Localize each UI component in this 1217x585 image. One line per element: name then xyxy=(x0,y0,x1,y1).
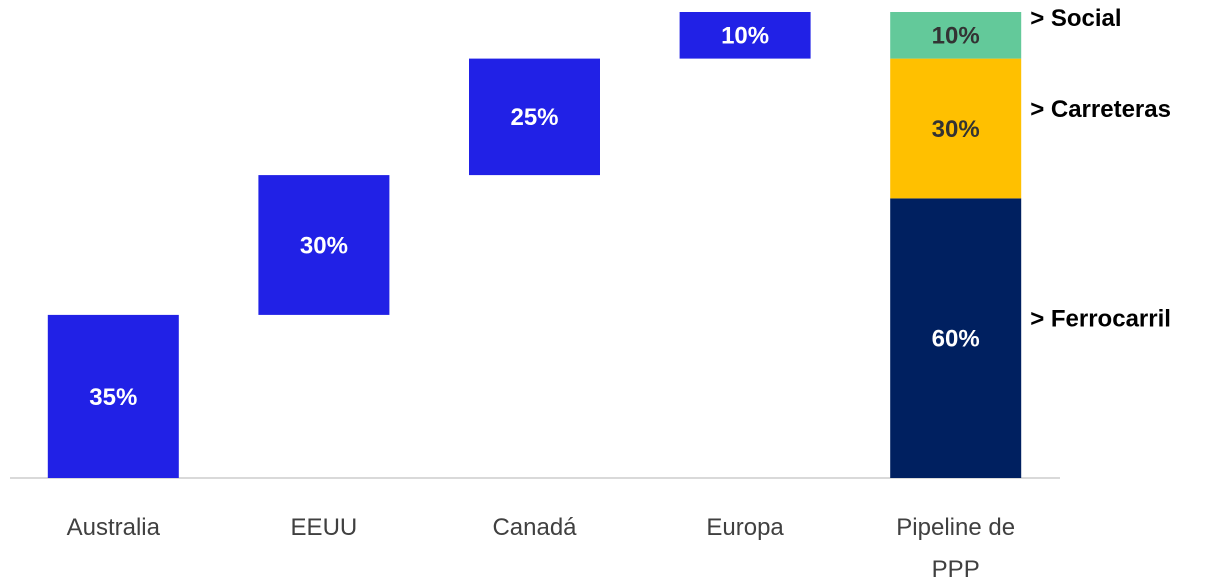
data-label: 25% xyxy=(510,104,558,131)
legend-label: > Social xyxy=(1030,5,1121,32)
data-label: 10% xyxy=(721,23,769,50)
data-label: 30% xyxy=(932,116,980,143)
stack-segment xyxy=(890,58,1022,199)
legend-label: > Ferrocarril xyxy=(1030,306,1171,333)
x-tick-label: Europa xyxy=(706,514,784,541)
bar xyxy=(469,58,600,176)
data-label: 10% xyxy=(932,23,980,50)
x-tick-label: EEUU xyxy=(290,514,358,541)
legend-label: > Carreteras xyxy=(1030,96,1171,123)
x-tick-label: Australia xyxy=(66,514,160,541)
stack-segment xyxy=(890,198,1022,478)
stack-segment xyxy=(890,12,1022,59)
data-label: 30% xyxy=(300,232,348,259)
data-label: 60% xyxy=(932,326,980,353)
bar xyxy=(679,12,811,59)
bar xyxy=(47,314,179,478)
x-tick-label: Pipeline de PPP xyxy=(896,514,1016,583)
x-tick-label: Canadá xyxy=(492,514,577,541)
data-label: 35% xyxy=(89,384,137,411)
bar xyxy=(258,175,390,315)
